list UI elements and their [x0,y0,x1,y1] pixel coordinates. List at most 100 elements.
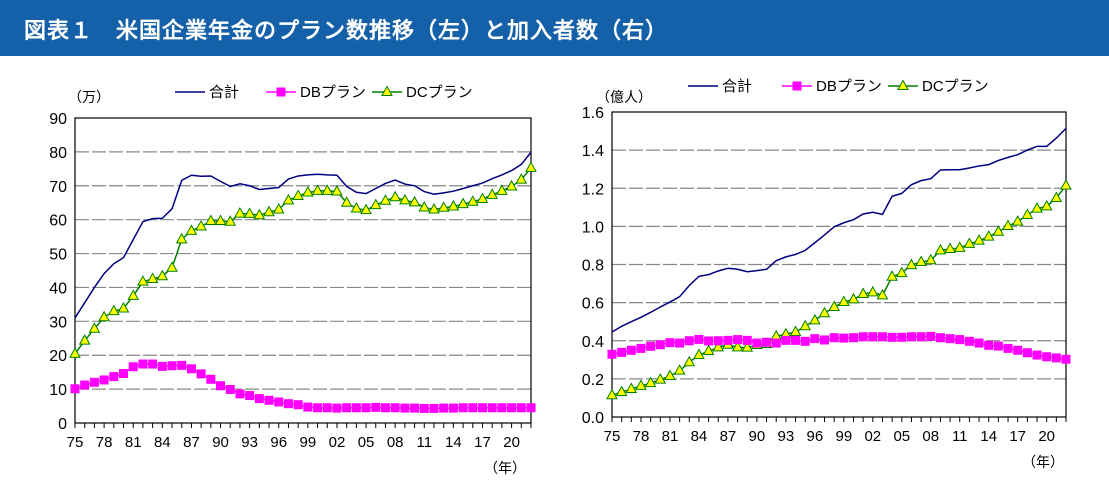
data-point [157,361,167,371]
data-point [791,335,801,345]
data-point [186,364,196,374]
data-point [448,403,458,413]
x-tick-label: 99 [835,428,852,445]
data-point [196,369,206,379]
data-point [886,270,898,281]
data-point [992,225,1005,236]
legend-item: 合計 [175,84,239,101]
plot-area [611,111,1067,418]
data-point [360,203,372,215]
y-tick-label: 0.2 [582,372,604,389]
y-unit-label: （億人） [596,89,652,105]
data-point [429,403,439,413]
data-point [684,336,694,346]
data-point [1021,208,1034,219]
data-point [818,306,831,318]
data-point [906,332,916,342]
data-point [693,348,705,360]
header-bar: 図表１ 米国企業年金のプラン数推移（左）と加入者数（右） [0,0,1109,56]
data-point [505,179,518,191]
data-point [828,300,841,312]
x-tick-label: 99 [300,434,317,451]
data-point [146,272,159,283]
data-point [897,332,907,342]
data-point [235,389,245,399]
data-point [654,373,667,384]
x-tick-label: 20 [1038,428,1055,445]
data-point [447,199,460,211]
data-point [839,333,849,343]
data-point [924,253,937,265]
x-tick-label: 75 [67,434,84,451]
legend-marker [897,79,909,90]
data-point [342,403,352,413]
data-point [820,335,830,345]
data-point [926,331,936,341]
data-point [617,347,627,357]
y-tick-label: 10 [49,382,67,399]
data-point [1011,215,1024,226]
data-point [664,369,676,381]
x-tick-label: 20 [503,434,520,451]
data-point [466,195,479,206]
data-point [895,266,908,278]
legend-marker [792,81,802,91]
x-tick-label: 17 [474,434,491,451]
x-tick-label: 90 [212,434,229,451]
series-none [611,127,1067,333]
data-point [379,194,392,205]
data-point [282,193,295,205]
legend-label: 合計 [722,78,752,95]
y-tick-label: 50 [49,247,67,264]
data-point [99,375,109,385]
data-point [321,184,334,195]
data-point [789,325,802,336]
data-point [371,402,381,412]
legend-item: DCプラン [372,84,473,101]
y-tick-label: 70 [49,179,67,196]
series-square [607,331,1071,364]
x-tick-label: 11 [416,434,432,451]
data-point [1060,179,1072,190]
y-tick-label: 0.6 [582,296,604,313]
data-point [458,403,468,413]
data-point [497,403,507,413]
y-tick-label: 0 [58,416,67,433]
x-axis-label: （年） [484,460,526,476]
data-point [945,334,955,344]
data-point [1042,352,1052,362]
data-point [905,258,918,270]
data-point [675,338,685,348]
data-point [635,379,647,390]
x-tick-label: 14 [980,428,997,445]
legend-label: DBプラン [300,84,366,101]
data-point [982,230,995,241]
data-point [408,195,421,207]
data-point [1013,345,1023,355]
x-tick-label: 81 [125,434,142,451]
data-point [934,243,947,255]
data-point [973,234,985,245]
data-point [185,224,198,235]
data-point [866,285,879,297]
data-point [486,188,499,199]
data-point [225,384,235,394]
data-point [89,377,99,387]
data-point [272,202,285,214]
data-point [390,403,400,413]
data-point [224,215,237,226]
x-tick-label: 05 [893,428,910,445]
data-point [243,207,256,218]
data-point [78,334,91,345]
data-point [439,403,449,413]
data-point [955,335,965,345]
data-point [303,402,313,412]
series-triangle [69,161,537,358]
data-point [615,385,628,397]
data-point [984,340,994,350]
data-point [741,341,754,352]
series-line [74,363,531,410]
data-point [496,184,508,195]
data-point [119,369,129,379]
data-point [762,337,772,347]
